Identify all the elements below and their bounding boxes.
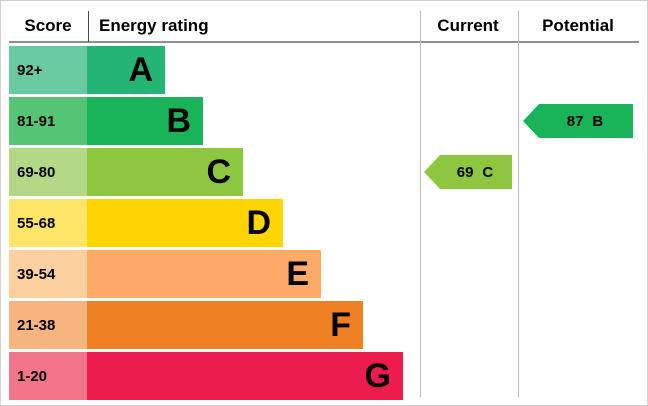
band-rows: 92+ A 81-91 B 87 B: [9, 46, 639, 400]
band-letter-d: D: [246, 204, 271, 242]
bar-area-e: E: [87, 250, 419, 298]
score-range-b: 81-91: [9, 97, 87, 145]
band-bar-a: A: [87, 46, 165, 94]
band-row-a: 92+ A: [9, 46, 639, 94]
band-letter-f: F: [330, 306, 351, 344]
potential-rating-arrow: 87 B: [523, 104, 633, 138]
current-cell-a: [419, 46, 517, 94]
current-cell-f: [419, 301, 517, 349]
current-cell-c: 69 C: [419, 148, 517, 196]
band-letter-c: C: [206, 153, 231, 191]
band-bar-d: D: [87, 199, 283, 247]
potential-cell-c: [517, 148, 639, 196]
score-range-a: 92+: [9, 46, 87, 94]
potential-column-divider: [518, 11, 519, 397]
header-current: Current: [437, 16, 499, 35]
band-bar-g: G: [87, 352, 403, 400]
header-potential: Potential: [542, 16, 614, 35]
band-row-b: 81-91 B 87 B: [9, 97, 639, 145]
potential-cell-b: 87 B: [517, 97, 639, 145]
bar-area-c: C: [87, 148, 419, 196]
score-range-f: 21-38: [9, 301, 87, 349]
band-row-f: 21-38 F: [9, 301, 639, 349]
band-bar-e: E: [87, 250, 321, 298]
potential-rating-value: 87: [566, 112, 584, 130]
current-cell-b: [419, 97, 517, 145]
band-row-d: 55-68 D: [9, 199, 639, 247]
potential-cell-f: [517, 301, 639, 349]
current-column-divider: [420, 11, 421, 397]
potential-cell-g: [517, 352, 639, 400]
bar-area-d: D: [87, 199, 419, 247]
band-letter-a: A: [128, 51, 153, 89]
band-row-c: 69-80 C 69 C: [9, 148, 639, 196]
current-rating-arrow: 69 C: [424, 155, 512, 189]
score-range-e: 39-54: [9, 250, 87, 298]
current-rating-band: C: [482, 163, 494, 181]
score-column-divider: [88, 11, 89, 42]
band-bar-f: F: [87, 301, 363, 349]
band-row-g: 1-20 G: [9, 352, 639, 400]
score-range-c: 69-80: [9, 148, 87, 196]
potential-cell-d: [517, 199, 639, 247]
current-cell-e: [419, 250, 517, 298]
bar-area-b: B: [87, 97, 419, 145]
potential-cell-e: [517, 250, 639, 298]
chart-header: Score Energy rating Current Potential: [9, 11, 639, 43]
header-energy-rating: Energy rating: [99, 16, 209, 35]
potential-rating-band: B: [592, 112, 604, 130]
score-range-d: 55-68: [9, 199, 87, 247]
bar-area-g: G: [87, 352, 419, 400]
band-row-e: 39-54 E: [9, 250, 639, 298]
current-cell-g: [419, 352, 517, 400]
bar-area-f: F: [87, 301, 419, 349]
score-range-g: 1-20: [9, 352, 87, 400]
band-bar-c: C: [87, 148, 243, 196]
band-letter-g: G: [364, 357, 391, 395]
band-letter-e: E: [286, 255, 309, 293]
bar-area-a: A: [87, 46, 419, 94]
band-bar-b: B: [87, 97, 203, 145]
header-score: Score: [24, 16, 72, 35]
band-letter-b: B: [166, 102, 191, 140]
potential-cell-a: [517, 46, 639, 94]
current-rating-value: 69: [456, 163, 474, 181]
current-cell-d: [419, 199, 517, 247]
